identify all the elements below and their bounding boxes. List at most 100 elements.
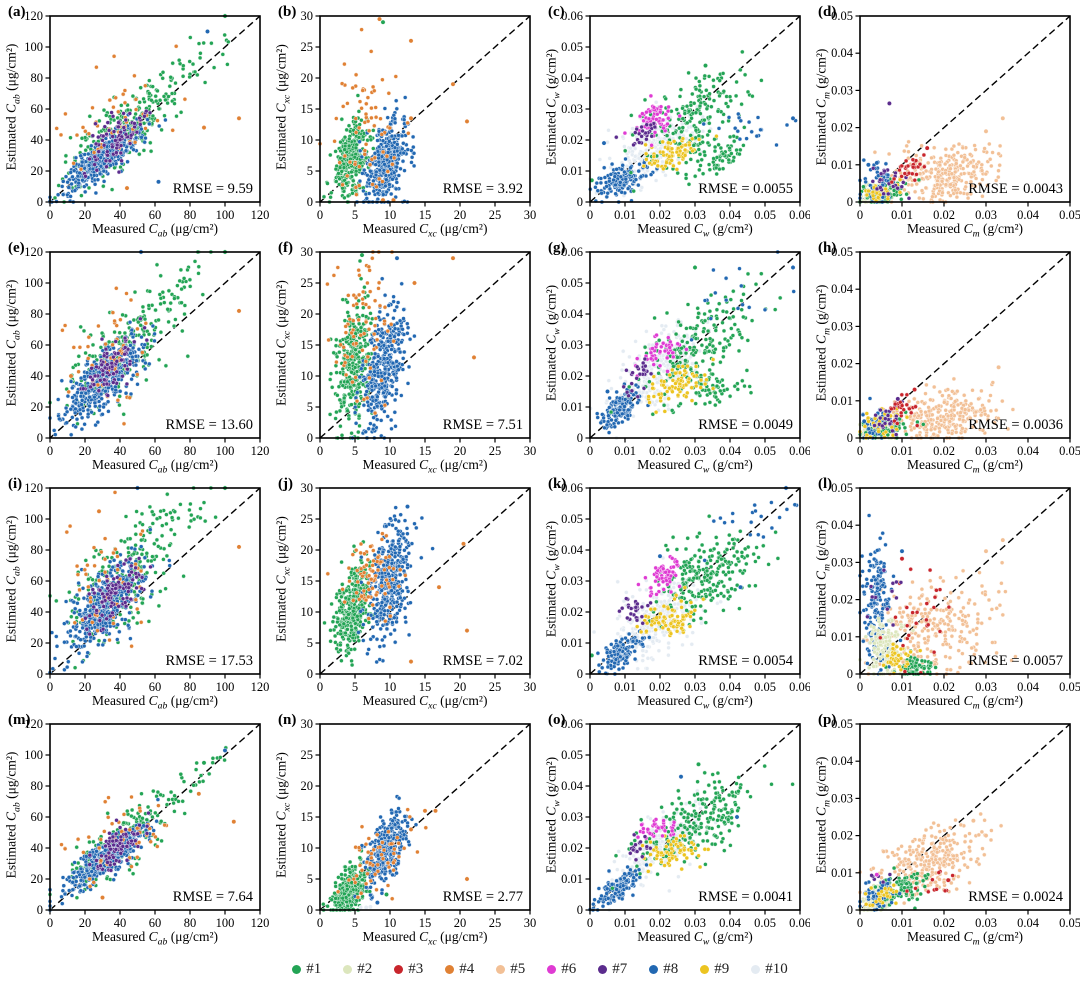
x-tick-label: 0 — [857, 680, 863, 694]
y-axis-label: Estimated Cab (μg/cm²) — [4, 752, 23, 879]
x-tick-label: 20 — [79, 916, 92, 930]
axis-label-prefix: Measured — [92, 929, 149, 945]
axis-label-symbol: C — [419, 693, 429, 709]
y-tick-label: 0 — [577, 431, 583, 445]
y-tick-label: 0.03 — [561, 574, 583, 588]
axis-label-symbol: C — [543, 570, 559, 580]
x-tick-label: 120 — [251, 680, 270, 694]
axis-label-subscript: m — [972, 229, 980, 240]
y-tick-label: 0.05 — [831, 717, 853, 731]
x-tick-label: 15 — [419, 444, 432, 458]
y-tick-label: 40 — [31, 841, 44, 855]
x-tick-label: 60 — [149, 680, 162, 694]
legend-item-1: #1 — [292, 961, 321, 978]
y-tick-label: 20 — [301, 71, 314, 85]
axis-label-symbol: C — [3, 575, 19, 586]
x-tick-label: 120 — [251, 444, 270, 458]
x-tick-label: 40 — [114, 444, 127, 458]
x-tick-label: 0.05 — [1059, 208, 1080, 222]
y-tick-label: 0 — [37, 903, 43, 917]
x-tick-label: 5 — [352, 444, 358, 458]
legend-item-label: #7 — [612, 960, 628, 977]
axis-label-subscript: m — [972, 465, 980, 476]
x-tick-label: 0.02 — [933, 208, 955, 222]
legend-item-9: #9 — [700, 961, 729, 978]
x-tick-label: 0.01 — [614, 916, 636, 930]
axis-label-subscript: ab — [157, 937, 168, 948]
axis-label-symbol: C — [693, 693, 703, 709]
x-tick-label: 30 — [524, 208, 537, 222]
y-tick-label: 0.06 — [561, 9, 583, 23]
axis-label-unit: (μg/cm²) — [3, 279, 19, 331]
scatter-canvas-h: 00 0.01 0.01 0.02 0.02 0.03 0.03 0.04 0.04 0.05 0.… — [831, 245, 1080, 458]
rmse-text: RMSE = 3.92 — [443, 181, 523, 197]
legend-item-label: #9 — [714, 960, 730, 977]
axis-label-subscript: xc — [281, 802, 293, 812]
x-tick-label: 5 — [352, 680, 358, 694]
x-tick-label: 0.03 — [684, 444, 706, 458]
rmse-text: RMSE = 7.51 — [443, 417, 523, 433]
legend-item-label: #5 — [510, 960, 526, 977]
x-tick-label: 5 — [352, 208, 358, 222]
legend-item-7: #7 — [598, 961, 627, 978]
y-tick-label: 0.06 — [561, 481, 583, 495]
y-tick-label: 120 — [24, 9, 43, 23]
x-tick-label: 30 — [524, 916, 537, 930]
legend-swatch-icon — [496, 964, 506, 974]
scatter-canvas-e: 00 20 20 40 40 60 60 80 80 100 100 120 120 RMSE = 13.… — [24, 245, 270, 458]
panel-grid: 0 0 20 20 40 40 60 60 80 80 100 100 120 120 RMSE = 9.5… — [0, 4, 1080, 948]
panel-l: 0 0 0.01 0.01 0.02 0.02 0.03 0.03 0.04 0.04 0.05 0.… — [810, 476, 1080, 712]
y-tick-label: 5 — [307, 872, 313, 886]
axis-label-unit: (g/cm²) — [543, 48, 559, 93]
x-tick-label: 60 — [149, 208, 162, 222]
y-tick-label: 20 — [31, 164, 44, 178]
legend-item-3: #3 — [394, 961, 423, 978]
scatter-canvas-i: 00 20 20 40 40 60 60 80 80 100 100 120 120 RMSE = 17.… — [24, 481, 270, 694]
rmse-text: RMSE = 0.0054 — [698, 653, 794, 669]
panel-label: (k) — [548, 476, 567, 492]
axis-label-symbol: C — [3, 339, 19, 350]
axis-label-unit: (g/cm²) — [709, 457, 753, 473]
x-tick-label: 0 — [587, 680, 593, 694]
x-tick-label: 15 — [419, 680, 432, 694]
y-tick-label: 0 — [577, 667, 583, 681]
axes-box — [859, 723, 1071, 911]
y-tick-label: 0 — [847, 195, 853, 209]
axis-label-symbol: C — [3, 811, 19, 822]
panel-label: (g) — [548, 240, 566, 256]
y-tick-label: 100 — [24, 40, 43, 54]
panel-label: (n) — [278, 712, 297, 728]
x-tick-label: 0 — [857, 916, 863, 930]
y-tick-label: 40 — [31, 369, 44, 383]
axis-label-prefix: Estimated — [3, 821, 19, 879]
axis-label-prefix: Measured — [362, 929, 420, 945]
x-tick-label: 0.02 — [649, 680, 671, 694]
x-tick-label: 30 — [524, 680, 537, 694]
y-tick-label: 0 — [37, 195, 43, 209]
y-axis-label: Estimated Cw (g/cm²) — [544, 49, 563, 165]
y-tick-label: 25 — [301, 276, 314, 290]
panel-label: (a) — [8, 4, 26, 20]
scatter-points — [317, 16, 470, 205]
axis-label-symbol: C — [273, 103, 289, 113]
axis-label-subscript: w — [551, 564, 563, 571]
y-axis-label: Estimated Cxc (μg/cm²) — [274, 44, 293, 170]
axis-label-prefix: Estimated — [543, 343, 559, 402]
x-tick-label: 80 — [184, 208, 197, 222]
y-tick-label: 0 — [37, 431, 43, 445]
x-tick-label: 0.03 — [684, 680, 706, 694]
legend-item-label: #6 — [561, 960, 577, 977]
axis-label-prefix: Measured — [92, 221, 149, 237]
legend-item-label: #8 — [663, 960, 679, 977]
y-tick-label: 0.03 — [561, 102, 583, 116]
y-tick-label: 20 — [301, 779, 314, 793]
y-tick-label: 0.01 — [831, 394, 853, 408]
y-tick-label: 0.01 — [831, 158, 853, 172]
y-axis-label: Estimated Cab (μg/cm²) — [4, 516, 23, 643]
y-tick-label: 40 — [31, 133, 44, 147]
scatter-points — [588, 249, 796, 441]
x-tick-label: 10 — [384, 208, 397, 222]
panel-label: (e) — [8, 240, 25, 256]
axis-label-subscript: xc — [428, 937, 437, 948]
x-tick-label: 0.03 — [975, 680, 997, 694]
